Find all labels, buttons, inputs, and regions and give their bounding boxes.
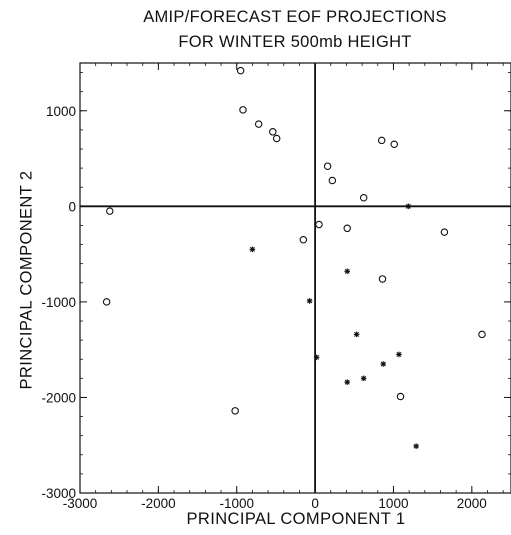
x-tick-label: -1000 <box>219 496 254 511</box>
y-tick-label: -2000 <box>41 390 76 405</box>
x-tick-label: 2000 <box>457 496 487 511</box>
data-point-circle <box>299 236 308 244</box>
x-tick-label: -2000 <box>141 496 176 511</box>
asterisk-stroke <box>396 351 402 357</box>
x-tick-label: -3000 <box>63 496 98 511</box>
asterisk-stroke <box>354 331 360 337</box>
data-point-circle <box>343 224 351 233</box>
asterisk-stroke <box>380 361 386 367</box>
y-tick-label: -3000 <box>41 486 76 501</box>
y-tick-label: -1000 <box>41 295 76 310</box>
data-point-circle <box>328 176 337 185</box>
asterisk-stroke <box>314 354 320 360</box>
data-point-circle <box>272 134 281 143</box>
asterisk-stroke <box>307 298 313 304</box>
asterisk-stroke <box>361 375 367 381</box>
x-axis-label: PRINCIPAL COMPONENT 1 <box>186 510 406 528</box>
data-point-asterisk <box>306 298 313 304</box>
x-tick-label: 0 <box>311 496 319 511</box>
asterisk-stroke <box>344 268 350 274</box>
data-point-circle <box>102 298 111 306</box>
asterisk-stroke <box>344 379 350 385</box>
data-point-asterisk <box>344 379 351 385</box>
data-point-circle <box>396 392 405 401</box>
y-tick-label: 0 <box>68 199 76 214</box>
data-point-circle <box>254 120 263 128</box>
data-point-asterisk <box>344 268 351 275</box>
data-point-circle <box>315 220 323 229</box>
data-point-circle <box>106 207 114 215</box>
data-point-circle <box>359 193 368 202</box>
data-point-asterisk <box>360 375 367 382</box>
data-point-circle <box>231 407 239 415</box>
x-tick-label: 1000 <box>378 496 408 511</box>
chart-title: AMIP/FORECAST EOF PROJECTIONS <box>143 8 447 26</box>
data-point-asterisk <box>380 361 387 367</box>
data-point-asterisk <box>353 331 360 338</box>
data-point-circle <box>236 66 245 75</box>
asterisk-stroke <box>413 443 419 449</box>
data-point-asterisk <box>413 443 419 449</box>
chart-subtitle: FOR WINTER 500mb HEIGHT <box>178 33 412 51</box>
plot-frame <box>79 62 511 494</box>
asterisk-stroke <box>405 203 411 209</box>
data-point-circle <box>390 140 398 148</box>
data-point-circle <box>478 330 486 339</box>
data-point-circle <box>269 128 277 136</box>
data-point-circle <box>239 106 247 114</box>
data-point-asterisk <box>396 351 402 358</box>
data-point-asterisk <box>405 203 412 210</box>
asterisk-stroke <box>249 246 255 252</box>
y-tick-label: 1000 <box>46 104 76 119</box>
data-point-circle <box>378 275 387 283</box>
data-point-asterisk <box>313 354 320 361</box>
data-point-asterisk <box>249 246 256 253</box>
data-point-circle <box>440 228 449 236</box>
data-point-circle <box>323 162 332 170</box>
data-point-circle <box>377 136 386 145</box>
